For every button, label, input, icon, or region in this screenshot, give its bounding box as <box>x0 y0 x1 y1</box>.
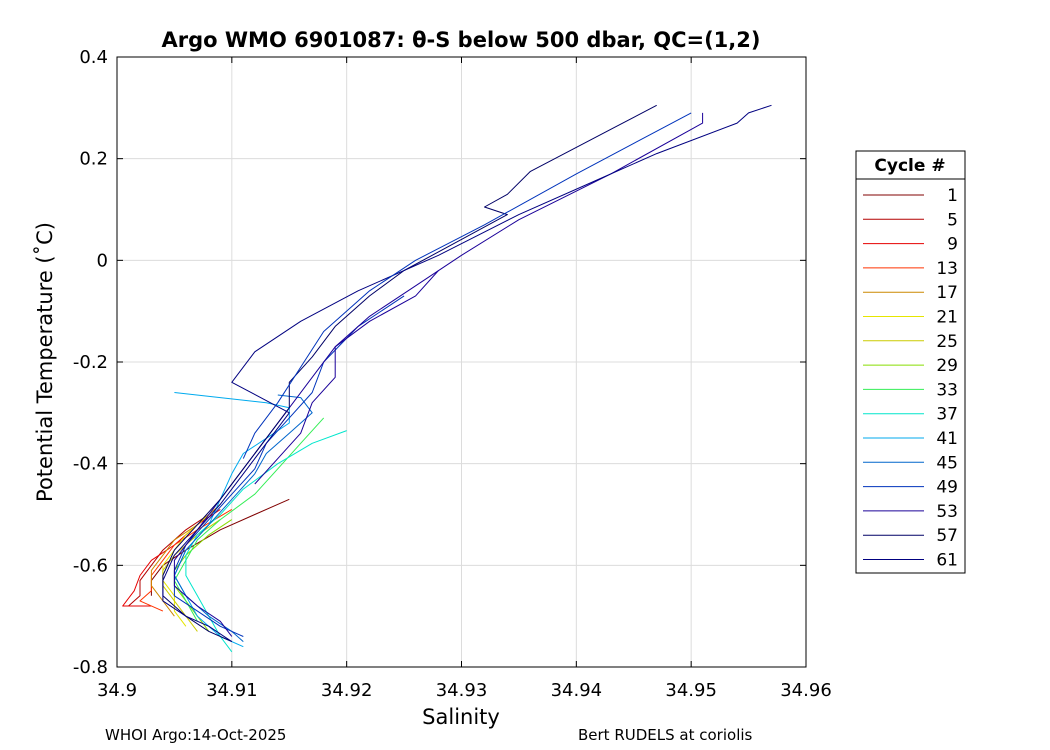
x-tick-label: 34.9 <box>97 680 137 701</box>
series-line-14 <box>162 104 657 643</box>
legend-label: 5 <box>947 210 958 230</box>
x-tick-label: 34.93 <box>436 680 488 701</box>
footer-right-text: Bert RUDELS at coriolis <box>578 726 753 744</box>
x-tick-label: 34.94 <box>551 680 603 701</box>
series-line-12 <box>173 295 405 637</box>
y-tick-label: -0.4 <box>73 454 108 475</box>
series-line-17 <box>254 270 439 485</box>
data-series <box>122 104 772 653</box>
series-line-11 <box>173 394 313 642</box>
y-tick-label: -0.2 <box>73 352 108 373</box>
y-tick-label: 0.2 <box>79 149 108 170</box>
x-tick-label: 34.91 <box>206 680 258 701</box>
legend-label: 13 <box>936 259 958 279</box>
legend-title: Cycle # <box>874 156 945 176</box>
x-tick-label: 34.92 <box>321 680 373 701</box>
legend-label: 33 <box>936 380 958 400</box>
chart-title: Argo WMO 6901087: θ-S below 500 dbar, QC… <box>162 28 761 52</box>
x-tick-label: 34.95 <box>665 680 717 701</box>
series-line-13 <box>173 112 704 637</box>
footer-left-text: WHOI Argo:14-Oct-2025 <box>105 726 286 744</box>
series-line-3 <box>139 508 233 612</box>
y-tick-label: -0.6 <box>73 555 108 576</box>
grid-lines <box>116 56 807 668</box>
series-line-4 <box>150 503 221 617</box>
legend: Cycle # 1 5 9 13 17 21 25 29 33 37 41 45 49 53 57 61 <box>855 150 966 574</box>
legend-label: 45 <box>936 453 958 473</box>
legend-label: 61 <box>936 551 958 571</box>
legend-entries: 1 5 9 13 17 21 25 29 33 37 41 45 49 53 57 61 <box>863 186 958 571</box>
y-tick-label: 0 <box>97 250 108 271</box>
legend-label: 41 <box>936 429 958 449</box>
legend-label: 21 <box>936 308 958 328</box>
legend-label: 9 <box>947 235 958 255</box>
series-line-16 <box>242 112 692 459</box>
legend-label: 17 <box>936 283 958 303</box>
legend-label: 25 <box>936 332 958 352</box>
y-tick-label: 0.4 <box>79 47 108 68</box>
legend-label: 29 <box>936 356 958 376</box>
x-axis-label: Salinity <box>422 705 500 729</box>
y-axis-label: Potential Temperature (˚C) <box>33 222 57 502</box>
x-tick-label: 34.96 <box>780 680 832 701</box>
y-tick-label: -0.8 <box>73 657 108 678</box>
legend-label: 49 <box>936 478 958 498</box>
legend-label: 53 <box>936 502 958 522</box>
axis-ticks: 34.9 34.91 34.92 34.93 34.94 34.95 34.96 -0.8 -0… <box>73 47 832 701</box>
legend-label: 1 <box>947 186 958 206</box>
series-line-15 <box>162 104 772 643</box>
legend-label: 57 <box>936 526 958 546</box>
series-line-1 <box>128 514 210 607</box>
series-line-8 <box>173 417 325 622</box>
series-line-10 <box>173 392 290 648</box>
legend-box <box>855 150 966 574</box>
legend-label: 37 <box>936 405 958 425</box>
